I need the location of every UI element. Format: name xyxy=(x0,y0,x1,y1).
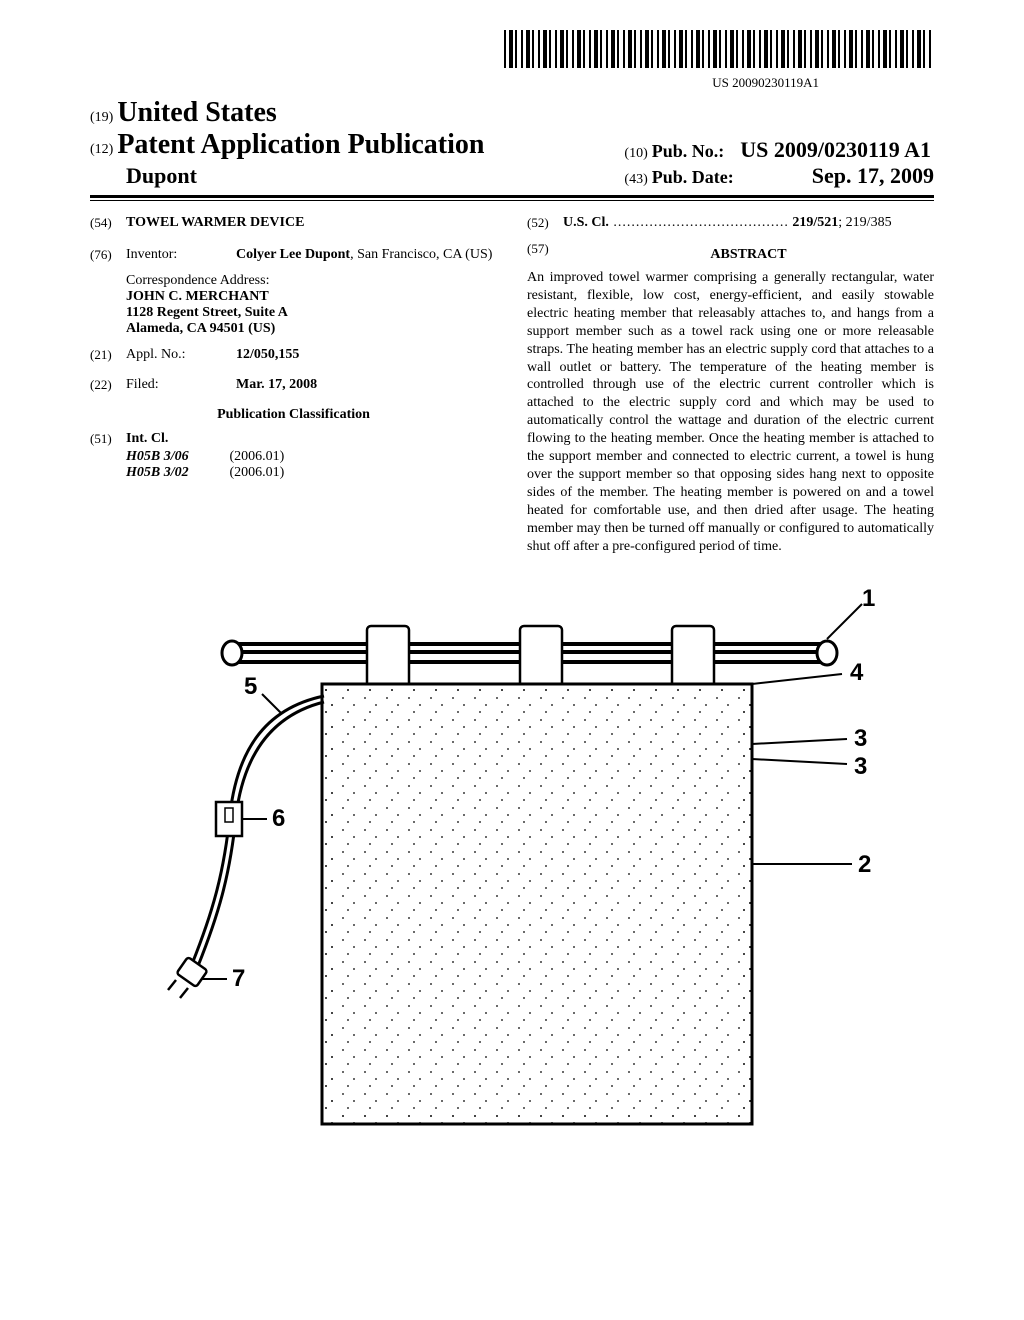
uscl-main: 219/521 xyxy=(792,215,838,230)
ref-4: 4 xyxy=(850,659,864,686)
intcl-row-2: H05B 3/02 (2006.01) xyxy=(126,465,497,481)
applno: 12/050,155 xyxy=(236,347,497,363)
abstract-title: ABSTRACT xyxy=(563,247,934,263)
uscl-label: U.S. Cl. xyxy=(563,215,609,230)
corr-street: 1128 Regent Street, Suite A xyxy=(126,305,497,321)
applno-label: Appl. No.: xyxy=(126,347,236,363)
rule-thick xyxy=(90,195,934,198)
ref-7: 7 xyxy=(232,965,245,992)
rule-thin xyxy=(90,200,934,201)
pubdate-label: Pub. Date: xyxy=(652,167,734,187)
invention-title: TOWEL WARMER DEVICE xyxy=(126,215,497,231)
pubdate: Sep. 17, 2009 xyxy=(812,163,934,188)
code-12: (12) xyxy=(90,142,113,157)
uscl-rest: ; 219/385 xyxy=(838,215,891,230)
uscl-dots: ....................................... xyxy=(609,215,789,230)
inventor-label: Inventor: xyxy=(126,247,236,263)
pubno: US 2009/0230119 A1 xyxy=(740,137,931,162)
ref-6: 6 xyxy=(272,805,285,832)
abstract-text: An improved towel warmer comprising a ge… xyxy=(527,269,934,556)
ref-2: 2 xyxy=(858,851,871,878)
patent-drawing: 1 4 3 3 2 5 6 7 xyxy=(142,584,882,1164)
pubclass-title: Publication Classification xyxy=(90,407,497,423)
code-54: (54) xyxy=(90,215,126,231)
header-inventor: Dupont xyxy=(90,163,484,189)
correspondence-address: Correspondence Address: JOHN C. MERCHANT… xyxy=(126,273,497,337)
uscl-value: U.S. Cl. ...............................… xyxy=(563,215,934,231)
filed-label: Filed: xyxy=(126,377,236,393)
left-column: (54) TOWEL WARMER DEVICE (76) Inventor: … xyxy=(90,215,497,556)
figure: 1 4 3 3 2 5 6 7 xyxy=(90,584,934,1164)
ref-3b: 3 xyxy=(854,753,867,780)
corr-name: JOHN C. MERCHANT xyxy=(126,289,497,305)
code-51: (51) xyxy=(90,431,126,447)
intcl2: H05B 3/02 xyxy=(126,465,226,481)
code-19: (19) xyxy=(90,110,113,125)
corr-label: Correspondence Address: xyxy=(126,273,497,289)
corr-city: Alameda, CA 94501 (US) xyxy=(126,321,497,337)
intcl1-ver: (2006.01) xyxy=(230,449,285,464)
barcode-block: US 20090230119A1 xyxy=(90,30,934,91)
ref-1: 1 xyxy=(862,585,875,612)
intcl2-ver: (2006.01) xyxy=(230,465,285,480)
intcl-label: Int. Cl. xyxy=(126,431,497,447)
publication-title: Patent Application Publication xyxy=(117,129,484,160)
barcode-number: US 20090230119A1 xyxy=(90,75,819,91)
ref-3a: 3 xyxy=(854,725,867,752)
code-43: (43) xyxy=(624,172,647,187)
ref-5: 5 xyxy=(244,673,257,700)
bibliographic-section: (54) TOWEL WARMER DEVICE (76) Inventor: … xyxy=(90,215,934,556)
inventor-value: Colyer Lee Dupont, San Francisco, CA (US… xyxy=(236,247,497,263)
header: (19) United States (12) Patent Applicati… xyxy=(90,97,934,189)
barcode-graphic xyxy=(504,30,934,68)
right-column: (52) U.S. Cl. ..........................… xyxy=(527,215,934,556)
code-21: (21) xyxy=(90,347,126,363)
code-22: (22) xyxy=(90,377,126,393)
intcl1: H05B 3/06 xyxy=(126,449,226,465)
pubno-label: Pub. No.: xyxy=(652,141,725,161)
inventor-name: Colyer Lee Dupont xyxy=(236,247,350,262)
code-10: (10) xyxy=(624,146,647,161)
intcl-row-1: H05B 3/06 (2006.01) xyxy=(126,449,497,465)
inventor-loc: , San Francisco, CA (US) xyxy=(350,247,492,262)
code-57: (57) xyxy=(527,241,563,269)
code-76: (76) xyxy=(90,247,126,263)
filed-date: Mar. 17, 2008 xyxy=(236,377,497,393)
country: United States xyxy=(117,97,276,128)
code-52: (52) xyxy=(527,215,563,231)
